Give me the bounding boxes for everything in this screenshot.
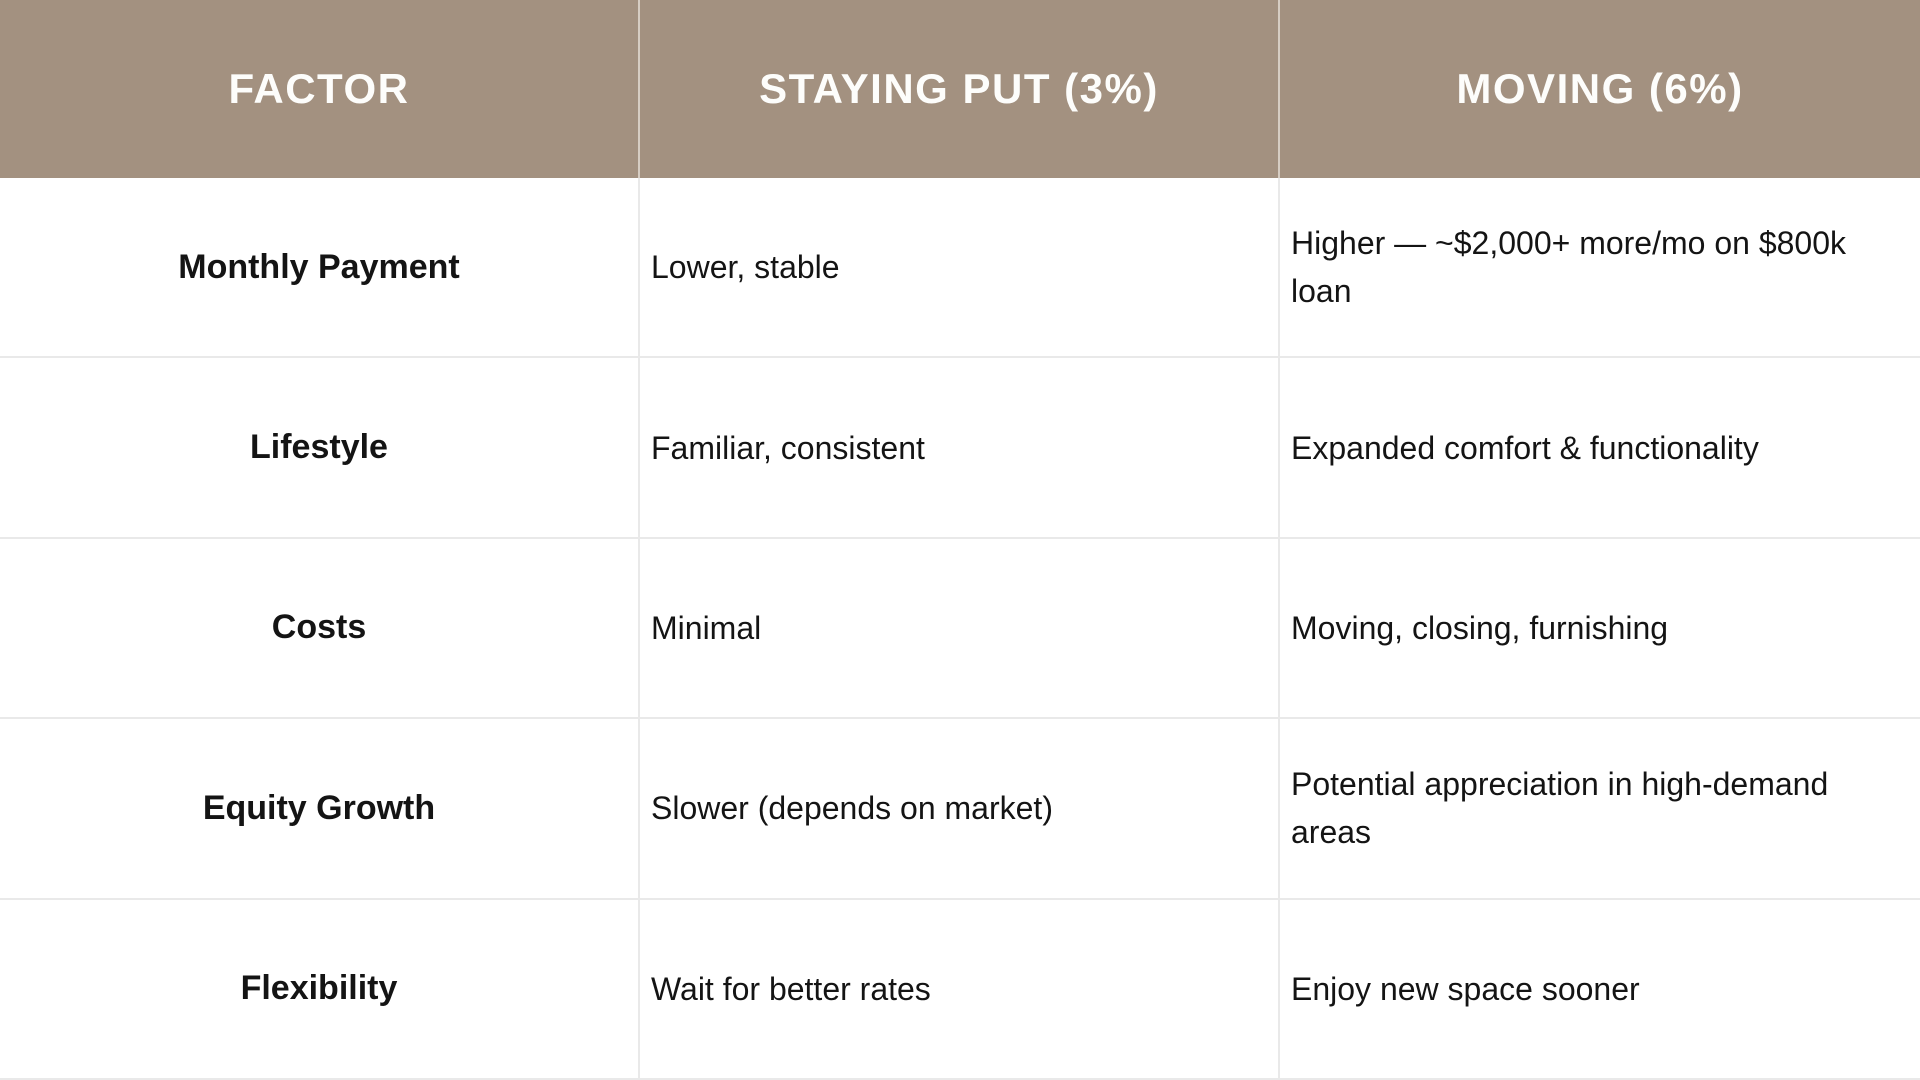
staying-put-cell-lifestyle: Familiar, consistent: [640, 358, 1280, 539]
factor-cell-equity-growth: Equity Growth: [0, 719, 640, 900]
factor-cell-monthly-payment: Monthly Payment: [0, 178, 640, 359]
column-header-moving: MOVING (6%): [1280, 0, 1920, 178]
factor-cell-lifestyle: Lifestyle: [0, 358, 640, 539]
moving-cell-flexibility: Enjoy new space sooner: [1280, 899, 1920, 1080]
column-header-factor: FACTOR: [0, 0, 640, 178]
staying-put-cell-flexibility: Wait for better rates: [640, 899, 1280, 1080]
moving-cell-equity-growth: Potential appreciation in high-demand ar…: [1280, 719, 1920, 900]
moving-cell-monthly-payment: Higher — ~$2,000+ more/mo on $800k loan: [1280, 178, 1920, 359]
factor-cell-flexibility: Flexibility: [0, 899, 640, 1080]
moving-cell-lifestyle: Expanded comfort & functionality: [1280, 358, 1920, 539]
moving-cell-costs: Moving, closing, furnishing: [1280, 538, 1920, 720]
staying-put-cell-costs: Minimal: [640, 538, 1280, 720]
staying-put-cell-monthly-payment: Lower, stable: [640, 178, 1280, 359]
factor-cell-costs: Costs: [0, 538, 640, 720]
column-header-staying-put: STAYING PUT (3%): [640, 0, 1280, 178]
staying-put-cell-equity-growth: Slower (depends on market): [640, 719, 1280, 900]
